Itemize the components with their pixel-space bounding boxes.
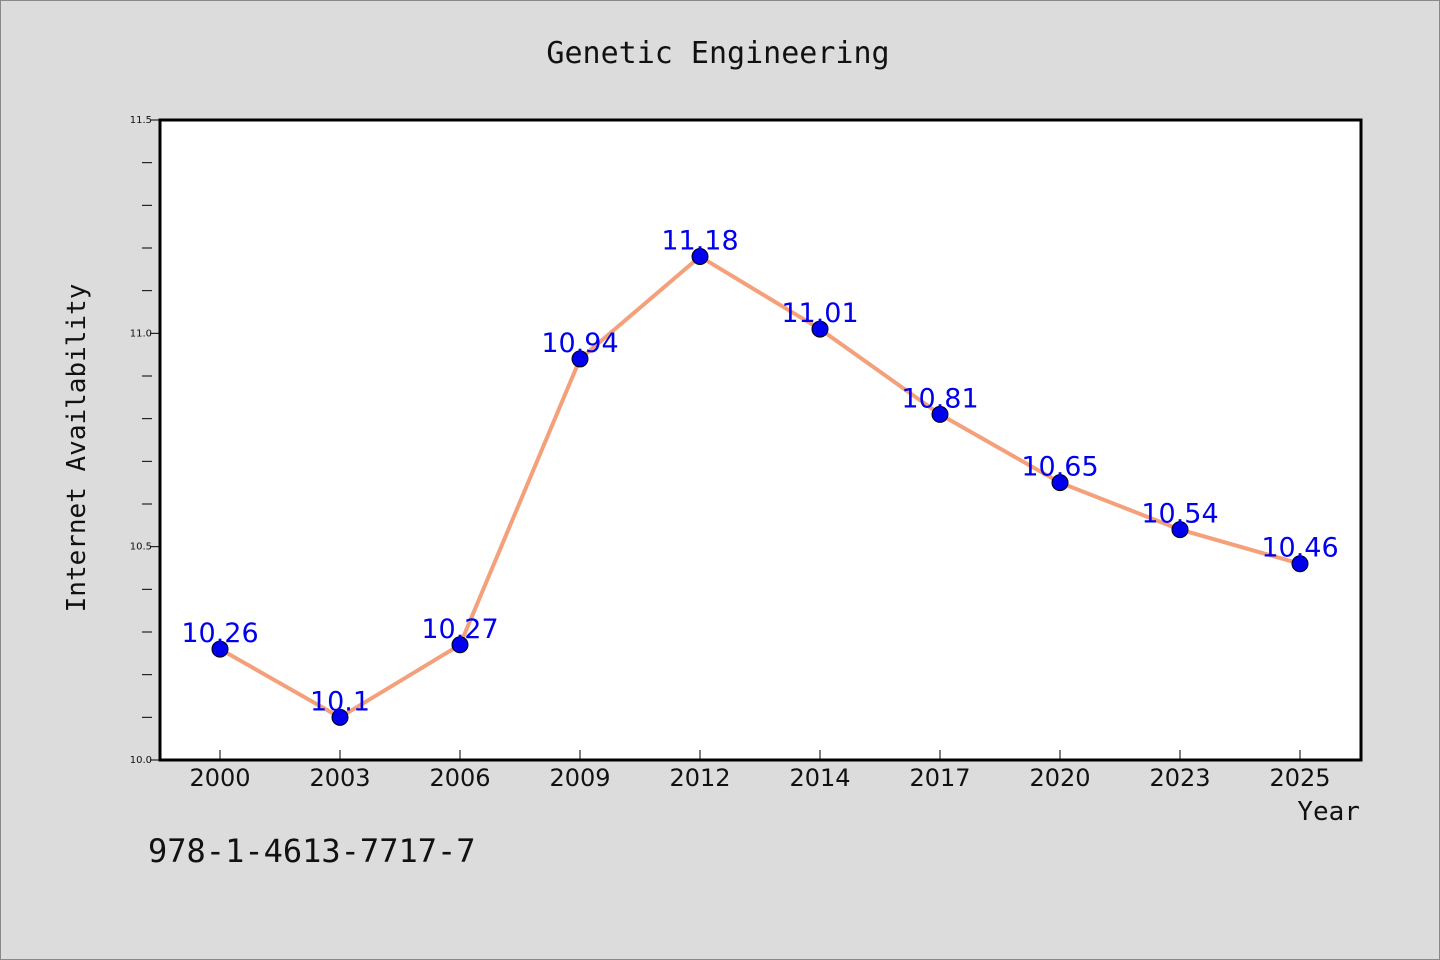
x-tick-label: 2023 bbox=[1149, 764, 1210, 792]
data-point bbox=[331, 708, 349, 726]
x-tick-label: 2006 bbox=[429, 764, 490, 792]
data-point bbox=[451, 636, 469, 654]
plot-area bbox=[158, 118, 1363, 762]
data-point bbox=[1171, 521, 1189, 539]
y-tick-label: 11.0 bbox=[130, 328, 152, 339]
data-label: 10.46 bbox=[1261, 533, 1338, 564]
x-tick-label: 2025 bbox=[1269, 764, 1330, 792]
series-layer: 10.26 10.1 10.27 10.94 11.18 11.01 10.81 10.65 1… bbox=[181, 226, 1339, 726]
data-label: 10.94 bbox=[541, 328, 618, 359]
data-label: 10.65 bbox=[1021, 452, 1098, 483]
data-label: 11.01 bbox=[781, 298, 858, 329]
x-axis-label: Year bbox=[1297, 797, 1360, 827]
x-tick-label: 2009 bbox=[549, 764, 610, 792]
data-point bbox=[691, 248, 709, 266]
data-point bbox=[931, 405, 949, 423]
x-tick-label: 2012 bbox=[669, 764, 730, 792]
data-label: 11.18 bbox=[661, 226, 738, 257]
data-point bbox=[1051, 474, 1069, 492]
data-label: 10.81 bbox=[901, 383, 978, 414]
x-axis: 2000 2003 2006 2009 2012 2014 2017 2020 2023 2025 bbox=[189, 750, 1331, 792]
data-label: 10.1 bbox=[310, 686, 370, 717]
y-tick-label: 10.5 bbox=[130, 542, 152, 553]
isbn-label: 978-1-4613-7717-7 bbox=[148, 832, 476, 870]
data-point bbox=[211, 640, 229, 658]
x-tick-label: 2020 bbox=[1029, 764, 1090, 792]
x-tick-label: 2017 bbox=[909, 764, 970, 792]
y-axis: 10.0 10.5 11.0 11.5 bbox=[130, 115, 160, 766]
x-tick-label: 2000 bbox=[189, 764, 250, 792]
data-label: 10.54 bbox=[1141, 499, 1218, 530]
data-point bbox=[571, 350, 589, 368]
x-tick-label: 2014 bbox=[789, 764, 850, 792]
series-line bbox=[218, 254, 1302, 720]
data-point bbox=[1291, 555, 1309, 573]
data-label: 10.27 bbox=[421, 614, 498, 645]
y-tick-label: 11.5 bbox=[130, 115, 152, 126]
data-point bbox=[811, 320, 829, 338]
chart-title: Genetic Engineering bbox=[546, 36, 889, 71]
y-axis-label: Internet Availability bbox=[62, 284, 92, 613]
x-tick-label: 2003 bbox=[309, 764, 370, 792]
data-label: 10.26 bbox=[181, 618, 258, 649]
y-tick-label: 10.0 bbox=[130, 755, 152, 766]
